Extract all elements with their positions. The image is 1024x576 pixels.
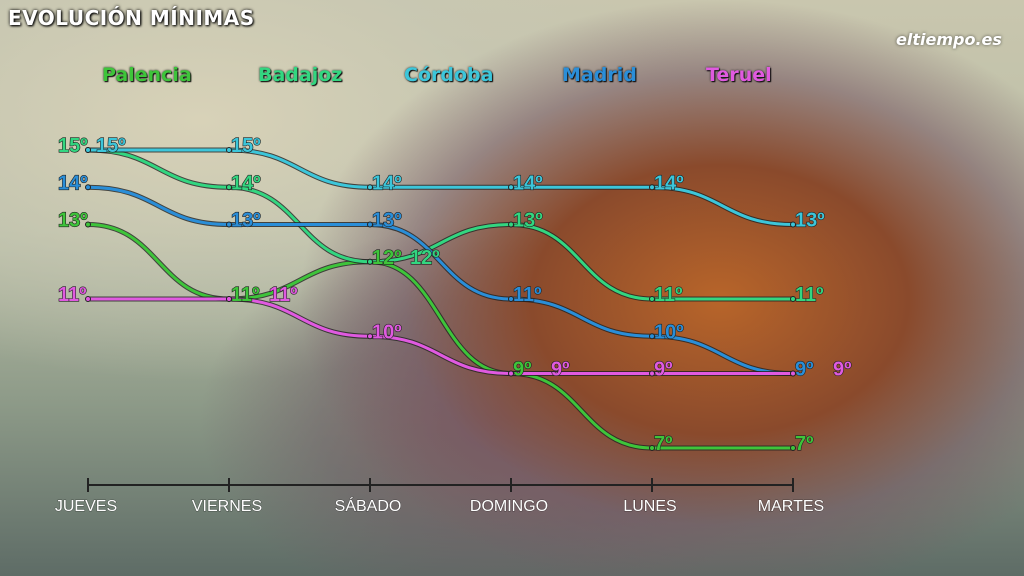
data-label: 9º: [654, 359, 672, 381]
data-point: [85, 147, 91, 153]
x-tick-label: VIERNES: [192, 498, 262, 515]
data-label: 14º: [513, 172, 543, 194]
data-label: 10º: [654, 321, 684, 343]
series-line-shadow: [88, 296, 793, 377]
legend-item-4: Madrid: [562, 64, 637, 86]
data-point: [649, 445, 655, 451]
data-point: [649, 296, 655, 302]
brand-text: eltiempo.es: [896, 30, 1002, 49]
data-point: [649, 370, 655, 377]
data-point: [226, 221, 232, 228]
data-label: 15º: [96, 135, 126, 157]
data-label: 11º: [795, 284, 823, 306]
series-line-teruel: [88, 297, 793, 376]
data-label: 13º: [58, 210, 88, 232]
data-point: [367, 184, 373, 191]
data-point: [790, 296, 796, 302]
series-line-madrid: [87, 185, 794, 375]
data-label: 9º: [551, 359, 569, 381]
data-label: 14º: [654, 172, 684, 194]
data-point: [85, 296, 91, 302]
data-label: 13º: [372, 210, 402, 232]
series-line-badajoz: [87, 148, 793, 301]
data-label: 14º: [231, 172, 261, 194]
legend-item-3: Córdoba: [404, 64, 494, 86]
legend-item-1: Palencia: [102, 64, 192, 86]
x-tick-label: LUNES: [623, 498, 676, 515]
x-tick-label: MARTES: [758, 498, 824, 515]
data-point: [649, 184, 655, 191]
data-label: 11º: [58, 284, 86, 306]
data-label: 11º: [654, 284, 682, 306]
data-point: [508, 296, 514, 302]
data-point: [790, 221, 796, 228]
data-point: [790, 445, 796, 451]
data-label: 14º: [58, 172, 88, 194]
data-label: 11º: [269, 284, 297, 306]
data-label: 11º: [513, 284, 541, 306]
brand-logo: eltiempo.es: [896, 30, 1002, 49]
series-line-shadow: [87, 184, 794, 376]
data-label: 9º: [833, 359, 851, 381]
data-label: 7º: [654, 433, 672, 455]
data-point: [649, 333, 655, 340]
data-label: 9º: [795, 359, 813, 381]
data-label: 13º: [513, 210, 543, 232]
data-point: [226, 147, 232, 153]
data-label: 15º: [58, 135, 88, 157]
data-label: 12º: [410, 247, 440, 269]
series-line-palencia: [87, 223, 793, 450]
series-line-shadow: [87, 222, 793, 451]
x-tick-label: JUEVES: [55, 498, 117, 515]
series-line-córdoba: [87, 148, 794, 226]
data-point: [508, 370, 514, 377]
chart-title: EVOLUCIÓN MÍNIMAS: [8, 6, 255, 30]
data-point: [367, 258, 373, 265]
data-label: 11º: [231, 284, 259, 306]
data-point: [226, 184, 232, 191]
data-label: 13º: [231, 210, 261, 232]
data-point: [790, 370, 796, 377]
data-label: 9º: [513, 359, 531, 381]
series-line-shadow: [87, 147, 793, 302]
data-point: [85, 184, 91, 191]
data-point: [508, 184, 514, 191]
x-tick-label: DOMINGO: [470, 498, 548, 515]
x-tick-label: SÁBADO: [335, 496, 402, 515]
data-label: 12º: [372, 247, 402, 269]
data-label: 7º: [795, 433, 813, 455]
data-point: [85, 221, 91, 228]
legend-item-2: Badajoz: [258, 64, 343, 86]
data-label: 14º: [372, 172, 402, 194]
legend-item-5: Teruel: [706, 64, 772, 86]
data-point: [226, 296, 232, 302]
data-point: [367, 333, 373, 340]
data-point: [367, 221, 373, 228]
data-point: [508, 221, 514, 228]
data-label: 15º: [231, 135, 261, 157]
data-label: 13º: [795, 210, 825, 232]
data-label: 10º: [372, 321, 402, 343]
